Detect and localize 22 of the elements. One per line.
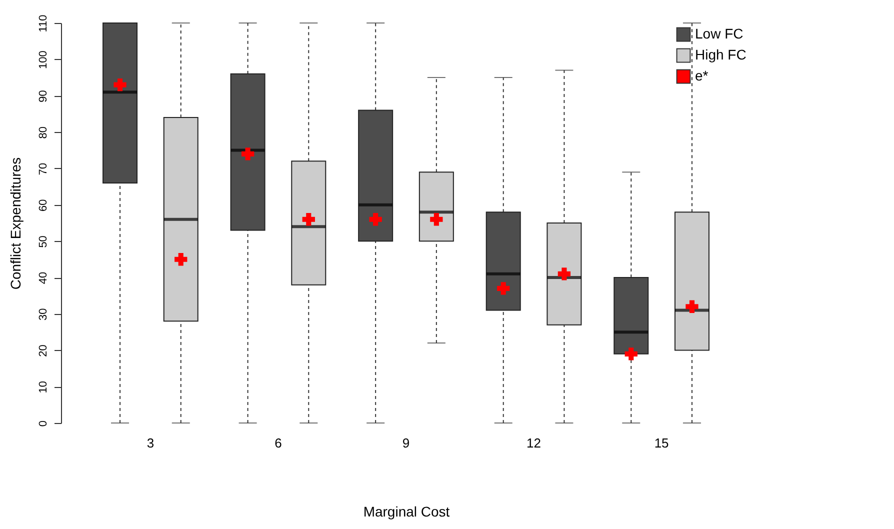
legend-label: High FC [695,46,746,62]
y-tick-label: 20 [38,344,50,357]
legend-label: e* [695,68,709,84]
y-tick-label: 0 [38,420,50,427]
y-tick-label: 30 [38,308,50,321]
y-tick-label: 10 [38,381,50,394]
x-tick-label: 3 [146,436,154,450]
y-tick-label: 90 [38,90,50,102]
y-tick-label: 40 [38,272,50,284]
y-tick-label: 100 [38,50,50,70]
y-tick-label: 70 [38,162,50,176]
x-tick-label: 15 [654,436,669,450]
x-axis-title: Marginal Cost [363,504,450,520]
x-tick-label: 9 [402,436,410,450]
y-axis-title: Conflict Expenditures [8,157,24,290]
y-tick-label: 80 [38,126,50,139]
x-tick-label: 6 [274,436,282,450]
y-tick-label: 110 [38,14,50,32]
y-tick-label: 60 [38,199,50,212]
y-tick-label: 50 [38,236,50,248]
legend-label: Low FC [695,26,744,42]
x-tick-label: 12 [526,436,542,450]
